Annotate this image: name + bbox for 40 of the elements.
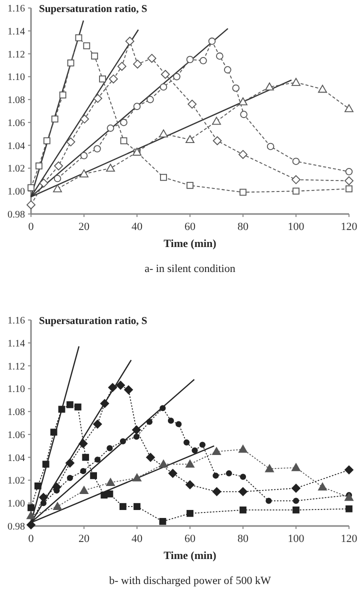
y-tick-label: 1.16 [8,316,25,326]
x-tick-label: 40 [132,221,143,233]
x-axis-title: Time (min) [164,238,217,250]
x-axis-title: Time (min) [164,550,217,562]
y-tick-label: 1.08 [8,407,25,418]
y-tick-label: 1.14 [8,26,25,38]
text: b- with discharged power of 500 kW [109,575,272,587]
y-tick-label: 1.14 [8,338,25,350]
x-tick-label: 60 [184,221,196,233]
x-tick-label: 20 [78,221,90,233]
y-tick-label: 1.00 [8,186,25,198]
y-tick-label: 0.98 [8,522,25,532]
y-tick-label: 1.04 [8,452,25,464]
x-tick-label: 60 [184,533,196,545]
x-tick-label: 120 [340,533,358,545]
x-tick-label: 80 [238,221,249,233]
y-tick-label: 1.12 [8,361,25,372]
y-axis-title: Supersaturation ratio, S [39,4,148,15]
x-tick-label: 120 [340,221,358,233]
y-tick-label: 1.00 [8,498,25,510]
x-tick-label: 100 [288,221,305,233]
y-tick-label: 1.12 [8,49,25,60]
y-tick-label: 1.10 [8,72,25,84]
y-tick-label: 1.02 [8,164,25,175]
y-tick-label: 1.16 [8,4,25,14]
y-axis-title: Supersaturation ratio, S [39,316,148,327]
y-tick-label: 1.06 [8,118,25,129]
x-tick-label: 20 [78,533,90,545]
text: a- in silent condition [144,263,236,275]
y-tick-label: 1.02 [8,476,25,487]
x-tick-label: 40 [132,533,143,545]
y-tick-label: 0.98 [8,210,25,220]
y-tick-label: 1.06 [8,430,25,441]
x-tick-label: 0 [28,533,34,545]
y-tick-label: 1.04 [8,140,25,152]
x-tick-label: 0 [28,221,34,233]
y-tick-label: 1.10 [8,384,25,396]
x-tick-label: 100 [288,533,305,545]
x-tick-label: 80 [238,533,249,545]
y-tick-label: 1.08 [8,95,25,106]
